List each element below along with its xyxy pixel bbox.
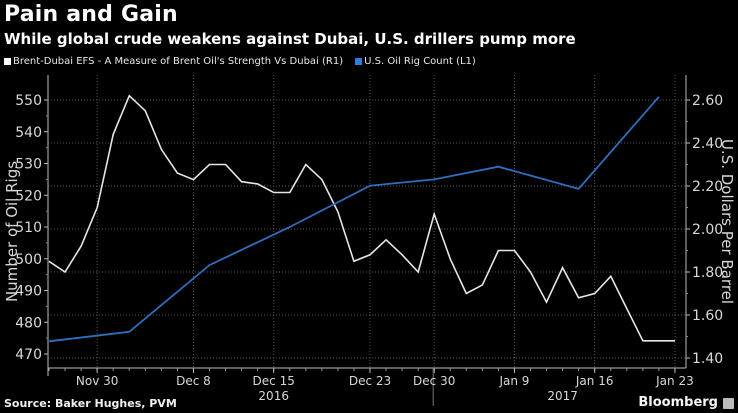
year-label: 2016 bbox=[258, 389, 289, 403]
series-lines bbox=[48, 94, 675, 343]
legend-item-rig-count: U.S. Oil Rig Count (L1) bbox=[355, 56, 476, 67]
gridlines bbox=[48, 75, 686, 368]
x-tick-label: Jan 23 bbox=[655, 374, 694, 388]
x-tick-label: Jan 16 bbox=[575, 374, 614, 388]
right-tick-label: 2.00 bbox=[692, 222, 723, 238]
x-tick-label: Dec 15 bbox=[253, 374, 295, 388]
x-tick-label: Dec 30 bbox=[413, 374, 455, 388]
chart-title: Pain and Gain bbox=[4, 2, 178, 27]
right-tick-label: 2.60 bbox=[692, 93, 723, 109]
legend-item-brent-dubai: Brent-Dubai EFS - A Measure of Brent Oil… bbox=[4, 56, 343, 67]
x-tick-label: Nov 30 bbox=[76, 374, 119, 388]
right-tick-label: 1.80 bbox=[692, 265, 723, 281]
source-note: Source: Baker Hughes, PVM bbox=[4, 397, 177, 410]
legend-swatch-blue bbox=[355, 58, 363, 65]
brent-dubai-line bbox=[48, 94, 675, 342]
rig-count-line bbox=[48, 96, 660, 343]
legend-label: U.S. Oil Rig Count (L1) bbox=[364, 56, 476, 67]
left-tick-label: 490 bbox=[15, 284, 42, 300]
right-tick-label: 2.40 bbox=[692, 136, 723, 152]
x-tick-label: Dec 23 bbox=[349, 374, 391, 388]
left-tick-label: 520 bbox=[15, 188, 42, 204]
axis-labels: 470 480 490 500 510 520 530 540 550 1.40 1.60 1.80 2… bbox=[3, 93, 736, 403]
legend-label: Brent-Dubai EFS - A Measure of Brent Oil… bbox=[13, 56, 344, 67]
left-tick-label: 530 bbox=[15, 157, 42, 173]
right-axis-title: U.S. Dollars Per Barrel bbox=[718, 139, 736, 304]
right-tick-label: 1.60 bbox=[692, 308, 723, 324]
bloomberg-chart-icon bbox=[723, 398, 734, 409]
axes bbox=[44, 75, 690, 406]
right-tick-label: 1.40 bbox=[692, 351, 723, 367]
left-axis-title: Number of Oil Rigs bbox=[3, 161, 21, 302]
chart-subtitle: While global crude weakens against Dubai… bbox=[4, 30, 576, 48]
left-tick-label: 500 bbox=[15, 252, 42, 268]
left-tick-label: 470 bbox=[15, 347, 42, 363]
left-tick-label: 550 bbox=[15, 93, 42, 109]
left-tick-label: 540 bbox=[15, 125, 42, 141]
year-label: 2017 bbox=[547, 389, 578, 403]
left-tick-label: 480 bbox=[15, 315, 42, 331]
right-tick-label: 2.20 bbox=[692, 179, 723, 195]
left-tick-label: 510 bbox=[15, 220, 42, 236]
x-tick-label: Jan 9 bbox=[498, 374, 529, 388]
bloomberg-logo: Bloomberg bbox=[638, 395, 718, 410]
x-tick-label: Dec 8 bbox=[176, 374, 211, 388]
legend: Brent-Dubai EFS - A Measure of Brent Oil… bbox=[4, 56, 488, 67]
legend-swatch-white bbox=[4, 58, 11, 65]
